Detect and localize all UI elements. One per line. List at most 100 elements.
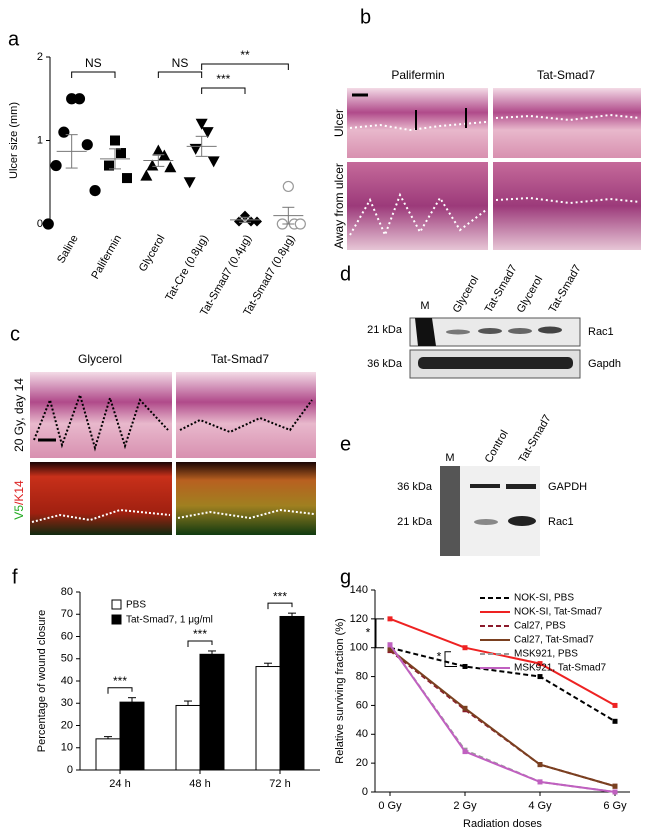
- size-label: 36 kDa: [367, 358, 403, 370]
- data-point: [152, 144, 165, 156]
- y-tick-label: 0: [37, 218, 43, 230]
- data-point: [140, 169, 153, 181]
- legend-label: PBS: [126, 600, 146, 611]
- x-tick-label: 4 Gy: [528, 800, 552, 812]
- data-point: [612, 783, 618, 789]
- band: [474, 519, 498, 525]
- data-point: [537, 762, 543, 768]
- annotation: NS: [85, 56, 102, 70]
- data-point: [537, 674, 543, 680]
- legend-label: Cal27, Tat-Smad7: [514, 635, 594, 646]
- boundary: [33, 391, 169, 452]
- band-label: Rac1: [548, 516, 574, 528]
- data-point: [387, 646, 393, 652]
- boundary: [349, 192, 487, 238]
- y-tick-label: 20: [61, 719, 73, 731]
- data-point: [537, 779, 543, 785]
- band: [508, 516, 536, 526]
- annotation: ***: [273, 589, 287, 603]
- data-point: [462, 749, 468, 755]
- significance-bracket: [187, 640, 213, 647]
- band: [418, 357, 573, 369]
- fluorescence-image: [176, 462, 316, 535]
- bar: [199, 653, 225, 771]
- bar: [119, 701, 145, 771]
- band: [538, 326, 562, 334]
- band: [478, 328, 502, 334]
- annotation: ***: [113, 674, 127, 688]
- x-tick-label: 0 Gy: [378, 800, 402, 812]
- fluorescence-image: [30, 462, 172, 535]
- legend-label: NOK-SI, Tat-Smad7: [514, 607, 603, 618]
- lane-label: Control: [483, 428, 511, 465]
- series-line: [389, 646, 616, 723]
- data-point: [387, 616, 393, 622]
- legend-label: MSK921, Tat-Smad7: [514, 663, 607, 674]
- y-tick-label: 80: [356, 670, 368, 682]
- x-tick-label: 72 h: [269, 778, 290, 790]
- marker-lane: [440, 466, 460, 556]
- data-point: [612, 718, 618, 724]
- x-tick-label: Saline: [55, 233, 81, 265]
- y-tick-label: 140: [350, 584, 368, 596]
- significance-bracket: [267, 602, 293, 610]
- data-point: [282, 180, 294, 193]
- bar: [255, 666, 281, 771]
- panel-label: c: [10, 323, 20, 345]
- band: [446, 329, 470, 335]
- y-tick-label: 50: [61, 653, 73, 665]
- legend-label: NOK-SI, PBS: [514, 593, 574, 604]
- significance-bracket: [107, 687, 133, 694]
- panel-b: b Palifermin Tat-Smad7 Ulcer Away from u…: [332, 6, 641, 250]
- data-point: [462, 645, 468, 651]
- boundary: [177, 508, 315, 520]
- panel-e: e M Control Tat-Smad7 36 kDa 21 kDa GAPD…: [340, 413, 587, 556]
- lane-label: Tat-Smad7: [547, 263, 584, 315]
- data-point: [122, 173, 132, 184]
- significance-bracket: [71, 71, 116, 78]
- band-label: GAPDH: [548, 481, 587, 493]
- significance-bracket: [201, 87, 246, 94]
- significance-bracket: [375, 618, 384, 649]
- band: [470, 484, 500, 488]
- bar: [95, 738, 121, 771]
- data-point: [612, 789, 618, 795]
- data-point: [73, 93, 86, 105]
- panel-label: b: [360, 6, 371, 28]
- row-label: Ulcer: [332, 109, 346, 137]
- data-point: [537, 661, 543, 667]
- lane-label: M: [445, 452, 454, 464]
- x-tick-label: Glycerol: [137, 233, 168, 274]
- band: [506, 484, 536, 489]
- lane-label: Glycerol: [451, 274, 482, 315]
- lane-label: Tat-Smad7: [517, 413, 554, 465]
- x-tick-label: 24 h: [109, 778, 130, 790]
- size-label: 21 kDa: [367, 324, 403, 336]
- histology-image: [493, 162, 641, 250]
- significance-bracket: [444, 651, 457, 667]
- series-line: [389, 617, 616, 707]
- panel-label: d: [340, 263, 351, 285]
- y-tick-label: 60: [356, 699, 368, 711]
- annotation: NS: [172, 56, 189, 70]
- data-point: [246, 216, 256, 227]
- y-tick-label: 40: [61, 675, 73, 687]
- legend-label: Tat-Smad7, 1 μg/ml: [126, 615, 213, 626]
- y-tick-label: 60: [61, 630, 73, 642]
- y-axis-label: Ulcer size (mm): [8, 102, 20, 179]
- y-tick-label: 70: [61, 608, 73, 620]
- legend-swatch: [111, 614, 122, 625]
- x-tick-label: 48 h: [189, 778, 210, 790]
- stain: /K14: [12, 480, 26, 505]
- data-point: [195, 118, 208, 130]
- lane-label: Tat-Smad7: [483, 263, 520, 315]
- bar: [279, 615, 305, 771]
- panel-label: a: [8, 28, 20, 50]
- panel-label: e: [340, 433, 351, 455]
- y-tick-label: 80: [61, 586, 73, 598]
- significance-bracket: [201, 63, 289, 70]
- legend-swatch: [111, 599, 122, 610]
- stain: V5: [12, 505, 26, 520]
- band: [508, 328, 532, 334]
- histology-image: [30, 372, 172, 458]
